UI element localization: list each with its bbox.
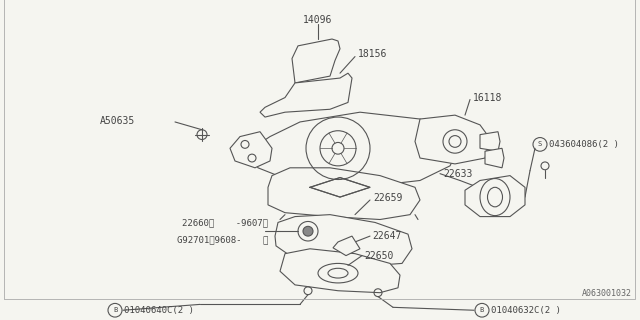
Text: 16118: 16118 bbox=[473, 92, 502, 103]
Text: A50635: A50635 bbox=[100, 116, 135, 126]
Polygon shape bbox=[480, 132, 500, 151]
Text: 01040632C(2 ): 01040632C(2 ) bbox=[491, 306, 561, 315]
Text: 18156: 18156 bbox=[358, 49, 387, 59]
Polygon shape bbox=[260, 73, 352, 117]
Polygon shape bbox=[268, 168, 420, 220]
Text: S: S bbox=[538, 141, 542, 148]
Text: 22650: 22650 bbox=[364, 251, 394, 260]
Text: 22633: 22633 bbox=[443, 169, 472, 179]
Text: 01040640C(2 ): 01040640C(2 ) bbox=[124, 306, 194, 315]
Polygon shape bbox=[310, 178, 370, 197]
Text: 22660（    -9607）: 22660（ -9607） bbox=[182, 218, 268, 227]
Text: G92701（9608-    ）: G92701（9608- ） bbox=[177, 236, 268, 244]
Text: 043604086(2 ): 043604086(2 ) bbox=[549, 140, 619, 149]
Polygon shape bbox=[248, 112, 460, 187]
Polygon shape bbox=[465, 176, 525, 217]
Text: B: B bbox=[480, 307, 484, 313]
Polygon shape bbox=[280, 249, 400, 293]
Polygon shape bbox=[415, 115, 490, 164]
Text: 14096: 14096 bbox=[303, 15, 333, 26]
Text: 22647: 22647 bbox=[372, 231, 401, 241]
Polygon shape bbox=[230, 132, 272, 168]
Text: A063001032: A063001032 bbox=[582, 289, 632, 298]
Polygon shape bbox=[333, 236, 360, 256]
Circle shape bbox=[303, 226, 313, 236]
Polygon shape bbox=[292, 39, 340, 83]
Polygon shape bbox=[485, 148, 504, 168]
Text: 22659: 22659 bbox=[373, 193, 403, 203]
Text: B: B bbox=[113, 307, 117, 313]
Polygon shape bbox=[275, 215, 412, 265]
